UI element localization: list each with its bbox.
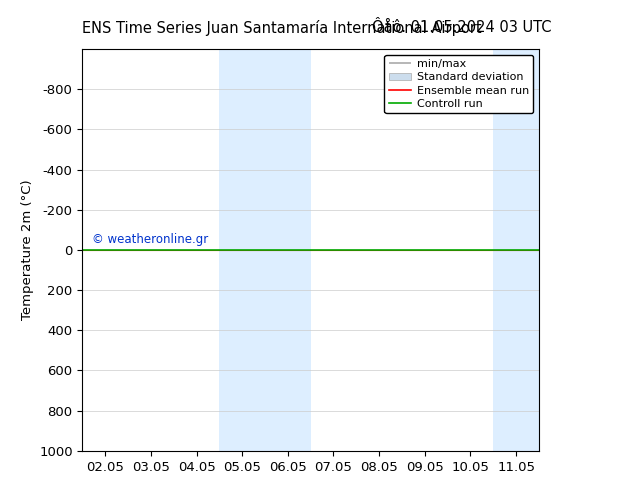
Text: © weatheronline.gr: © weatheronline.gr	[91, 233, 208, 246]
Text: Ôåô. 01.05.2024 03 UTC: Ôåô. 01.05.2024 03 UTC	[372, 20, 552, 35]
Bar	[219, 49, 311, 451]
Legend: min/max, Standard deviation, Ensemble mean run, Controll run: min/max, Standard deviation, Ensemble me…	[384, 54, 533, 114]
Bar	[493, 49, 548, 451]
Text: ENS Time Series Juan Santamaría International Airport: ENS Time Series Juan Santamaría Internat…	[82, 20, 482, 36]
Y-axis label: Temperature 2m (°C): Temperature 2m (°C)	[20, 180, 34, 320]
